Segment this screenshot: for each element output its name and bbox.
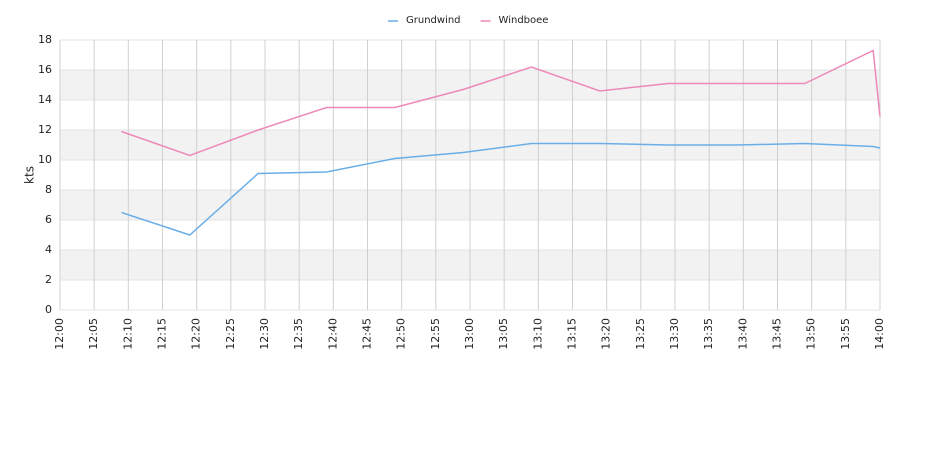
y-tick-label: 12 [38,123,52,136]
x-tick-label: 12:40 [326,318,339,350]
y-tick-label: 0 [45,303,52,316]
x-tick-label: 13:45 [771,318,784,350]
y-tick-label: 8 [45,183,52,196]
x-tick-label: 12:30 [258,318,271,350]
y-tick-label: 4 [45,243,52,256]
x-tick-label: 12:50 [395,318,408,350]
x-tick-label: 12:15 [156,318,169,350]
x-tick-label: 12:05 [87,318,100,350]
x-tick-label: 13:50 [805,318,818,350]
x-tick-label: 13:40 [736,318,749,350]
x-tick-label: 13:35 [702,318,715,350]
series-line [121,142,881,236]
y-axis-label: kts [23,166,37,184]
x-tick-label: 12:10 [121,318,134,350]
y-tick-label: 2 [45,273,52,286]
x-tick-label: 14:00 [873,318,886,350]
x-tick-label: 13:30 [668,318,681,350]
x-tick-label: 13:10 [531,318,544,350]
legend-label: Grundwind [406,15,461,26]
x-tick-label: 13:15 [566,318,579,350]
series-line [121,49,881,157]
y-tick-label: 16 [38,63,52,76]
x-tick-label: 12:25 [224,318,237,350]
x-tick-label: 12:20 [190,318,203,350]
x-tick-label: 12:35 [292,318,305,350]
x-tick-label: 13:55 [839,318,852,350]
legend-label: Windboee [499,15,549,26]
x-tick-label: 13:00 [463,318,476,350]
x-tick-label: 12:55 [429,318,442,350]
x-tick-label: 13:25 [634,318,647,350]
y-tick-label: 10 [38,153,52,166]
x-tick-label: 13:20 [600,318,613,350]
x-tick-label: 13:05 [497,318,510,350]
y-tick-label: 6 [45,213,52,226]
x-tick-label: 12:45 [361,318,374,350]
y-tick-label: 18 [38,33,52,46]
x-tick-label: 12:00 [53,318,66,350]
y-tick-label: 14 [38,93,52,106]
